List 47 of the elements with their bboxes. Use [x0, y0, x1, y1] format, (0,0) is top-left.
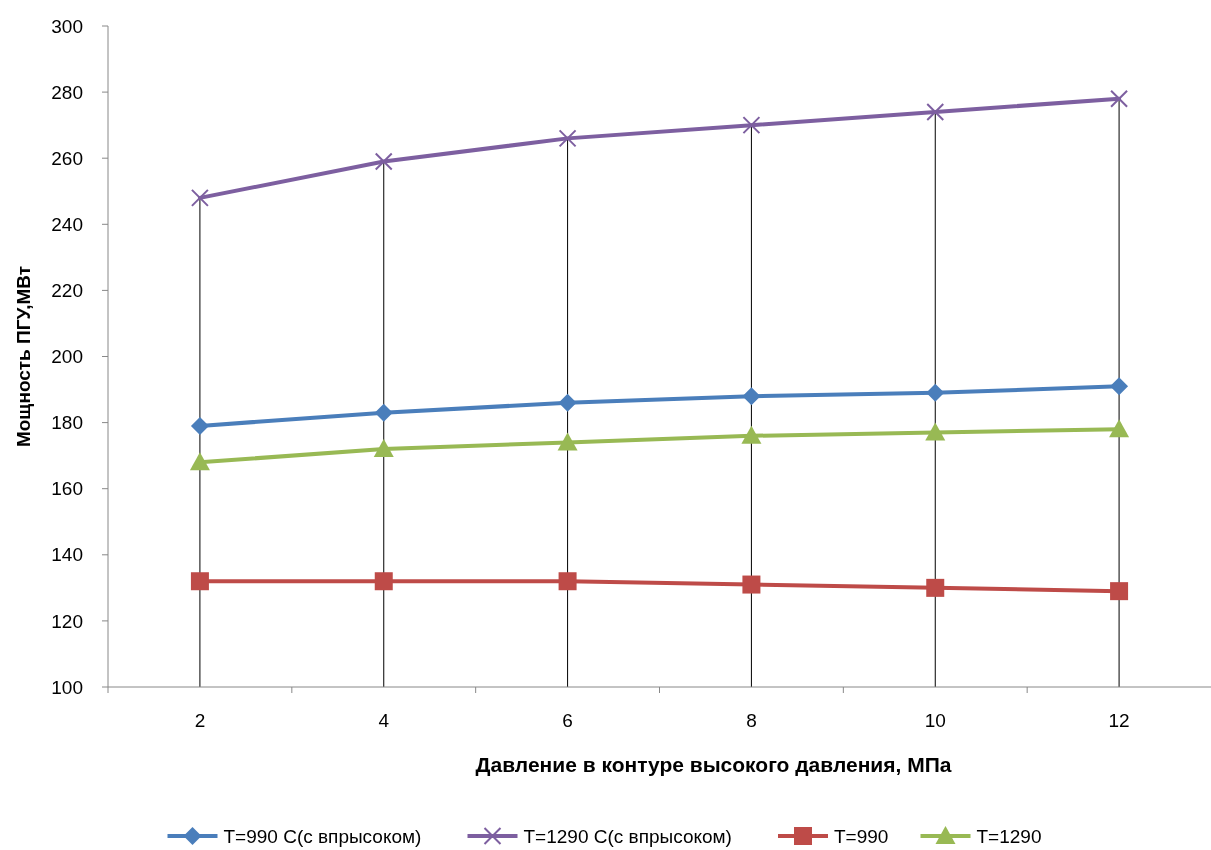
point [926, 102, 945, 121]
point [558, 393, 577, 412]
y-tick-label: 160 [51, 478, 83, 500]
point [190, 416, 209, 435]
point [742, 387, 761, 406]
point [374, 572, 393, 591]
point [741, 425, 762, 444]
legend-label: T=1290 C(с впрысоком) [523, 825, 732, 847]
x-tick-label: 2 [194, 710, 206, 731]
legend-label: T=1290 [976, 825, 1042, 847]
point [1109, 419, 1130, 438]
y-tick-label: 200 [51, 346, 83, 368]
point [374, 152, 393, 171]
x-tick-label: 6 [562, 710, 573, 731]
point [926, 578, 945, 597]
point [925, 422, 946, 441]
point [742, 575, 761, 594]
x-tick-label: 4 [378, 710, 390, 731]
y-tick-label: 100 [51, 676, 83, 698]
y-tick-label: 260 [51, 147, 83, 169]
point [190, 188, 209, 207]
point [1110, 377, 1129, 396]
x-tick-label: 8 [746, 710, 757, 731]
y-tick-label: 180 [51, 412, 83, 434]
y-tick-label: 300 [51, 15, 83, 37]
y-tick-label: 280 [51, 81, 83, 103]
point [190, 572, 209, 591]
x-tick-label: 10 [924, 710, 946, 731]
y-tick-label: 240 [51, 213, 83, 235]
x-tick-label: 12 [1108, 710, 1130, 731]
legend-label: T=990 [834, 825, 889, 847]
legend-label: T=990 C(с впрысоком) [223, 825, 422, 847]
y-tick-label: 140 [51, 544, 83, 566]
x-axis-title: Давление в контуре высокого давления, МПа [475, 753, 952, 776]
point [557, 432, 578, 451]
point [1110, 89, 1129, 108]
point [1110, 582, 1129, 601]
point [558, 129, 577, 148]
point [373, 439, 394, 458]
y-tick-label: 120 [51, 610, 83, 632]
y-tick-label: 220 [51, 280, 83, 302]
y-axis-title: Мощность ПГУ,МВт [13, 265, 34, 448]
point [926, 383, 945, 402]
point [558, 572, 577, 591]
point [189, 452, 210, 471]
point [374, 403, 393, 422]
point [742, 116, 761, 135]
